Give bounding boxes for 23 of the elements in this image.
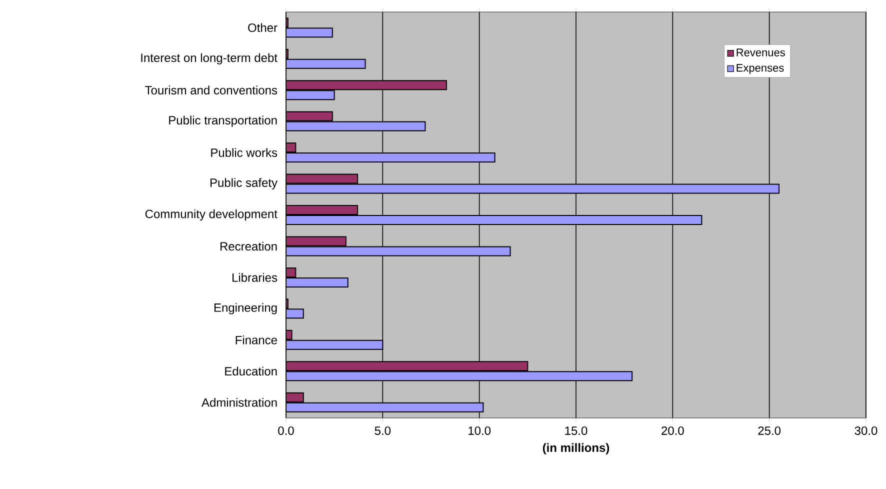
x-tick-label: 25.0 [758, 426, 781, 435]
y-tick-label: Public transportation [169, 116, 277, 127]
x-tick-label: 5.0 [374, 426, 391, 435]
y-tick-label: Engineering [214, 303, 277, 314]
x-tick-label: 30.0 [854, 426, 878, 435]
x-axis-title: (in millions) [542, 443, 610, 454]
y-tick-label: Other [248, 23, 278, 32]
x-tick-label: 15.0 [565, 426, 588, 435]
y-tick-label: Public works [211, 148, 278, 157]
x-tick-label: 20.0 [662, 426, 684, 435]
y-tick-label: Education [225, 366, 277, 376]
y-tick-label: Libraries [232, 273, 278, 282]
y-tick-label: Public safety [210, 178, 278, 190]
y-tick-label: Administration [202, 398, 277, 407]
legend-label: Expenses [736, 64, 784, 74]
y-tick-label: Recreation [220, 242, 277, 251]
x-tick-label: 0.0 [278, 426, 294, 435]
x-tick-label: 10.0 [468, 426, 491, 435]
y-tick-label: Community development [145, 209, 278, 221]
y-tick-label: Interest on long-term debt [141, 53, 278, 64]
y-tick-label: Finance [236, 336, 277, 344]
y-tick-label: Tourism and conventions [145, 86, 278, 94]
legend-label: Revenues [736, 48, 785, 56]
